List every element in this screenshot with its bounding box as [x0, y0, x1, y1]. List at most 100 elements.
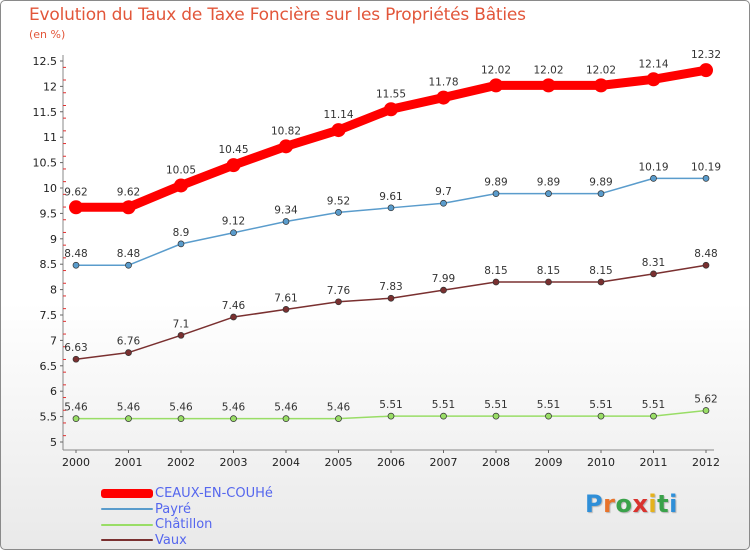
- x-tick-label: 2000: [62, 456, 90, 469]
- data-point: [226, 158, 241, 173]
- legend-label: Payré: [155, 501, 191, 517]
- data-label: 9.7: [435, 186, 452, 198]
- y-tick-label: 6.5: [40, 360, 58, 373]
- legend-item: Vaux: [101, 533, 273, 549]
- data-label: 5.51: [642, 399, 665, 411]
- data-point: [177, 240, 185, 248]
- data-point: [545, 278, 552, 286]
- data-label: 9.89: [589, 177, 612, 189]
- legend-swatch: [101, 539, 153, 542]
- data-label: 7.1: [173, 318, 190, 330]
- data-label: 10.19: [691, 161, 721, 173]
- data-label: 12.02: [481, 64, 511, 76]
- data-point: [492, 190, 500, 197]
- data-label: 9.12: [222, 216, 245, 228]
- data-label: 11.78: [428, 77, 458, 89]
- data-point: [384, 102, 398, 117]
- data-label: 7.99: [432, 273, 455, 285]
- data-point: [541, 78, 556, 93]
- data-point: [177, 331, 185, 339]
- data-label: 9.52: [327, 195, 350, 207]
- data-label: 5.46: [222, 402, 246, 414]
- y-tick-label: 7: [50, 334, 57, 347]
- data-point: [282, 218, 290, 225]
- y-tick-label: 5: [50, 436, 57, 449]
- brand-logo-letter: r: [603, 490, 616, 518]
- data-label: 5.62: [694, 394, 717, 406]
- legend-swatch: [101, 489, 153, 499]
- y-tick-label: 11: [43, 131, 57, 144]
- x-tick-label: 2002: [167, 456, 195, 469]
- chart-legend: CEAUX-EN-COUHé Payré Châtillon Vaux: [101, 486, 273, 548]
- data-label: 11.14: [323, 109, 353, 121]
- data-label: 7.76: [327, 285, 351, 297]
- y-tick-label: 12.5: [33, 55, 58, 68]
- data-point: [440, 199, 447, 207]
- data-label: 9.34: [274, 205, 298, 217]
- data-point: [597, 190, 605, 197]
- y-tick-label: 11.5: [33, 106, 58, 119]
- data-point: [650, 174, 657, 182]
- data-point: [702, 261, 710, 269]
- data-label: 8.48: [694, 248, 717, 260]
- data-label: 9.62: [117, 186, 140, 198]
- legend-swatch: [101, 508, 153, 511]
- data-point: [282, 415, 290, 422]
- data-point: [72, 355, 80, 363]
- brand-logo-letter: t: [657, 490, 670, 518]
- y-tick-label: 9.5: [40, 207, 58, 220]
- data-label: 8.9: [173, 227, 190, 239]
- data-label: 8.31: [642, 257, 665, 269]
- data-point: [440, 286, 447, 294]
- y-tick-label: 10: [43, 182, 57, 195]
- x-tick-label: 2004: [272, 456, 300, 469]
- data-label: 11.55: [376, 88, 406, 100]
- data-label: 7.83: [379, 281, 402, 293]
- data-label: 5.46: [117, 402, 141, 414]
- data-label: 7.46: [222, 300, 246, 312]
- legend-label: Châtillon: [155, 517, 213, 533]
- brand-logo-letter: i: [669, 490, 678, 518]
- series-line: [75, 264, 707, 360]
- data-label: 5.51: [484, 399, 507, 411]
- data-point: [125, 349, 132, 356]
- brand-logo: Proxiti: [585, 490, 678, 518]
- data-point: [492, 412, 500, 420]
- x-tick-label: 2006: [377, 456, 405, 469]
- data-point: [702, 174, 710, 182]
- x-tick-label: 2007: [430, 456, 458, 469]
- data-point: [72, 261, 80, 269]
- data-point: [230, 313, 237, 321]
- data-label: 10.45: [218, 144, 248, 156]
- x-tick-label: 2008: [482, 456, 510, 469]
- legend-item: Châtillon: [101, 517, 273, 533]
- data-label: 5.46: [327, 402, 351, 414]
- y-tick-label: 9: [50, 233, 57, 246]
- data-label: 8.48: [64, 248, 87, 260]
- data-label: 10.05: [166, 164, 196, 176]
- brand-logo-letter: i: [648, 490, 658, 518]
- data-label: 10.19: [638, 161, 668, 173]
- data-point: [594, 78, 608, 93]
- data-point: [125, 261, 132, 269]
- data-point: [387, 294, 395, 302]
- data-label: 6.76: [117, 336, 141, 348]
- data-label: 10.82: [271, 125, 301, 137]
- data-point: [489, 78, 503, 93]
- data-label: 12.02: [586, 64, 616, 76]
- x-tick-label: 2003: [220, 456, 248, 469]
- data-point: [545, 412, 552, 420]
- data-label: 5.46: [169, 402, 193, 414]
- data-point: [125, 415, 132, 422]
- data-label: 5.51: [379, 399, 402, 411]
- y-tick-label: 8.5: [40, 258, 58, 271]
- chart-data-labels: 9.62 9.62 10.05 10.45 10.82 11.14 11.55 11.78 12…: [64, 49, 721, 413]
- x-tick-label: 2010: [587, 456, 615, 469]
- data-point: [492, 278, 500, 286]
- data-point: [230, 229, 237, 237]
- data-label: 5.46: [274, 402, 298, 414]
- data-point: [335, 209, 342, 216]
- data-label: 5.51: [537, 399, 560, 411]
- data-point: [335, 415, 342, 422]
